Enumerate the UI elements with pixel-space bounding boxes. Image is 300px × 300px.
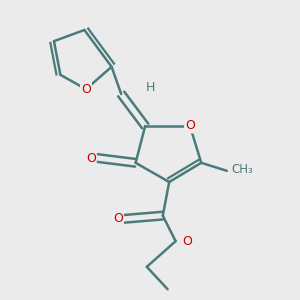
Text: O: O bbox=[81, 83, 91, 96]
Text: CH₃: CH₃ bbox=[232, 163, 253, 176]
Text: O: O bbox=[86, 152, 96, 164]
Text: O: O bbox=[185, 119, 195, 133]
Text: H: H bbox=[145, 81, 155, 94]
Text: O: O bbox=[113, 212, 123, 225]
Text: O: O bbox=[182, 235, 192, 248]
